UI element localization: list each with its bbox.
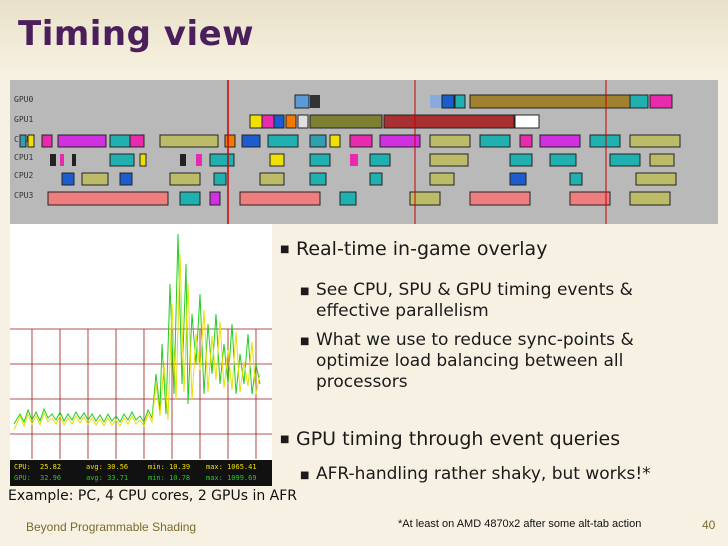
bullet-2: GPU timing through event queries — [296, 428, 621, 450]
stat-gpu-label: GPU: — [14, 474, 31, 482]
row-label-cpu1: CPU1 — [14, 153, 33, 162]
bullet-square-icon: ■ — [300, 470, 310, 481]
stat-gpu-cur: 32.96 — [40, 474, 61, 482]
stat-cpu-max: max: 1065.41 — [206, 463, 257, 471]
stat-gpu-min: min: 10.78 — [148, 474, 190, 482]
graph-svg: CPU: 25.82 avg: 30.56 min: 10.39 max: 10… — [10, 224, 272, 486]
page-number: 40 — [702, 518, 716, 532]
gpu-trace — [13, 233, 261, 425]
row-label-cpu3: CPU3 — [14, 191, 33, 200]
stat-cpu-cur: 25.82 — [40, 463, 61, 471]
bullet-1: Real-time in-game overlay — [296, 238, 548, 260]
bullet-2-1: AFR-handling rather shaky, but works!* — [316, 464, 651, 484]
row-label-cpu2: CPU2 — [14, 171, 33, 180]
stat-gpu-avg: avg: 33.71 — [86, 474, 128, 482]
example-caption: Example: PC, 4 CPU cores, 2 GPUs in AFR — [8, 488, 298, 504]
bullet-square-icon: ■ — [280, 244, 290, 255]
slide-title: Timing view — [18, 14, 255, 54]
cpu-trace — [13, 253, 261, 431]
header-background — [0, 0, 728, 80]
bullet-square-icon: ■ — [280, 434, 290, 445]
bullet-1-2: What we use to reduce sync-points & opti… — [316, 330, 634, 392]
bullet-square-icon: ■ — [300, 336, 310, 347]
performance-graph: CPU: 25.82 avg: 30.56 min: 10.39 max: 10… — [10, 224, 272, 486]
stat-cpu-avg: avg: 30.56 — [86, 463, 128, 471]
stat-gpu-max: max: 1099.69 — [206, 474, 257, 482]
timing-bars: GPU0 GPU1 CPU0 CPU1 CPU2 CPU3 — [14, 80, 681, 224]
row-label-gpu1: GPU1 — [14, 115, 33, 124]
bullet-square-icon: ■ — [300, 286, 310, 297]
row-label-gpu0: GPU0 — [14, 95, 33, 104]
footer-text: Beyond Programmable Shading — [26, 520, 197, 534]
timing-panel: GPU0 GPU1 CPU0 CPU1 CPU2 CPU3 — [10, 80, 718, 224]
stat-cpu-label: CPU: — [14, 463, 31, 471]
stat-cpu-min: min: 10.39 — [148, 463, 190, 471]
bullet-1-1: See CPU, SPU & GPU timing events & effec… — [316, 280, 633, 321]
footnote: *At least on AMD 4870x2 after some alt-t… — [398, 518, 642, 530]
